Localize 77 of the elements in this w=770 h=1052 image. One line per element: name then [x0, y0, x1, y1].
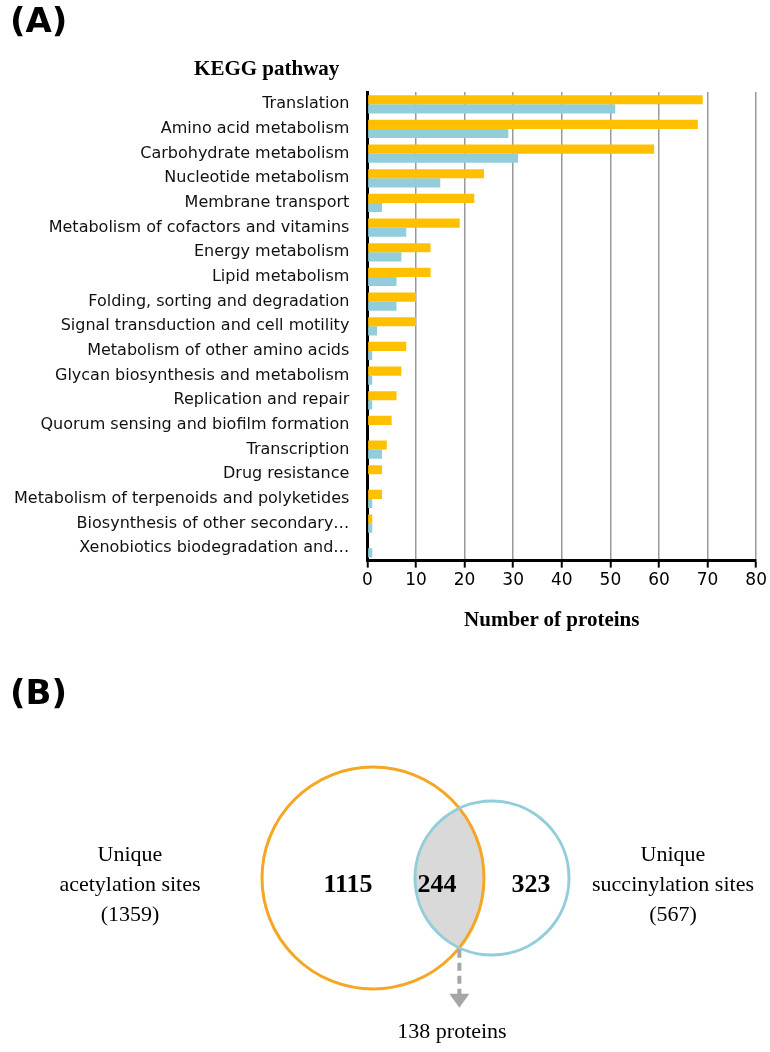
y-tick-label: Lipid metabolism: [211, 266, 350, 286]
bar: [368, 292, 416, 302]
x-tick-label: 20: [453, 569, 476, 590]
bar: [368, 465, 382, 475]
bar: [368, 326, 378, 336]
bar: [368, 267, 431, 277]
x-axis-title: Number of proteins: [464, 607, 640, 632]
y-tick-label: Folding, sorting and degradation: [88, 290, 350, 310]
bar: [368, 218, 460, 228]
text: Unique: [640, 841, 706, 867]
y-tick-label: Nucleotide metabolism: [164, 167, 350, 187]
bar: [368, 243, 431, 253]
text: (567): [649, 901, 697, 927]
bar: [368, 193, 475, 203]
text: acetylation sites: [59, 871, 201, 897]
bar: [368, 178, 441, 188]
bar: [368, 415, 392, 425]
text: Unique: [97, 841, 163, 867]
bar: [368, 341, 407, 351]
bar: [368, 95, 703, 105]
text: succinylation sites: [592, 871, 754, 897]
y-tick-label: Drug resistance: [223, 463, 350, 483]
text: 244: [417, 869, 457, 899]
bar: [368, 144, 655, 154]
bar: [368, 169, 485, 179]
y-tick-label: Energy metabolism: [193, 241, 350, 261]
text: 1115: [323, 869, 373, 899]
y-tick-label: Metabolism of terpenoids and polyketides: [13, 488, 350, 508]
bar: [368, 366, 402, 376]
text: (1359): [100, 901, 160, 927]
bar: [368, 104, 616, 114]
y-tick-label: Signal transduction and cell motility: [60, 315, 350, 335]
bar: [368, 498, 373, 509]
x-tick-label: 60: [648, 569, 670, 590]
y-tick-label: Metabolism of other amino acids: [87, 340, 350, 360]
x-tick-label: 50: [599, 569, 622, 590]
bar: [368, 523, 373, 533]
x-tick-label: 10: [405, 569, 427, 590]
y-tick-label: Amino acid metabolism: [160, 118, 350, 138]
bar: [368, 375, 373, 385]
bar: [368, 252, 402, 262]
bar: [368, 514, 373, 524]
x-tick-label: 0: [361, 569, 373, 590]
y-tick-label: Metabolism of cofactors and vitamins: [48, 216, 350, 236]
text: 323: [511, 869, 551, 899]
bar: [368, 153, 519, 163]
y-tick-label: Carbohydrate metabolism: [140, 142, 350, 162]
x-tick-label: 80: [745, 569, 767, 590]
bar: [368, 317, 416, 327]
text: 138 proteins: [397, 1018, 507, 1044]
bar: [368, 400, 373, 410]
bar: [368, 202, 382, 213]
text: (A): [10, 0, 68, 40]
bar: [368, 548, 373, 558]
x-tick-label: 30: [502, 569, 524, 590]
bar: [368, 227, 407, 237]
y-tick-label: Translation: [261, 93, 350, 113]
x-tick-label: 40: [550, 569, 573, 590]
bar: [368, 276, 397, 287]
y-tick-label: Quorum sensing and biofilm formation: [40, 414, 350, 434]
bar: [368, 489, 382, 499]
bar: [368, 391, 397, 401]
bar: [368, 301, 397, 311]
bar: [368, 119, 698, 129]
text: (B): [10, 672, 67, 712]
y-tick-label: Biosynthesis of other secondary…: [76, 512, 350, 532]
y-tick-label: Replication and repair: [173, 389, 350, 409]
bar: [368, 129, 509, 139]
bar: [368, 449, 382, 459]
y-tick-label: Xenobiotics biodegradation and…: [79, 537, 350, 557]
y-tick-label: Glycan biosynthesis and metabolism: [54, 364, 350, 384]
y-axis-title: KEGG pathway: [194, 56, 340, 81]
bar: [368, 440, 387, 450]
x-tick-label: 70: [696, 569, 719, 590]
y-tick-label: Membrane transport: [184, 192, 350, 212]
y-tick-label: Transcription: [245, 438, 350, 458]
bar: [368, 350, 373, 361]
